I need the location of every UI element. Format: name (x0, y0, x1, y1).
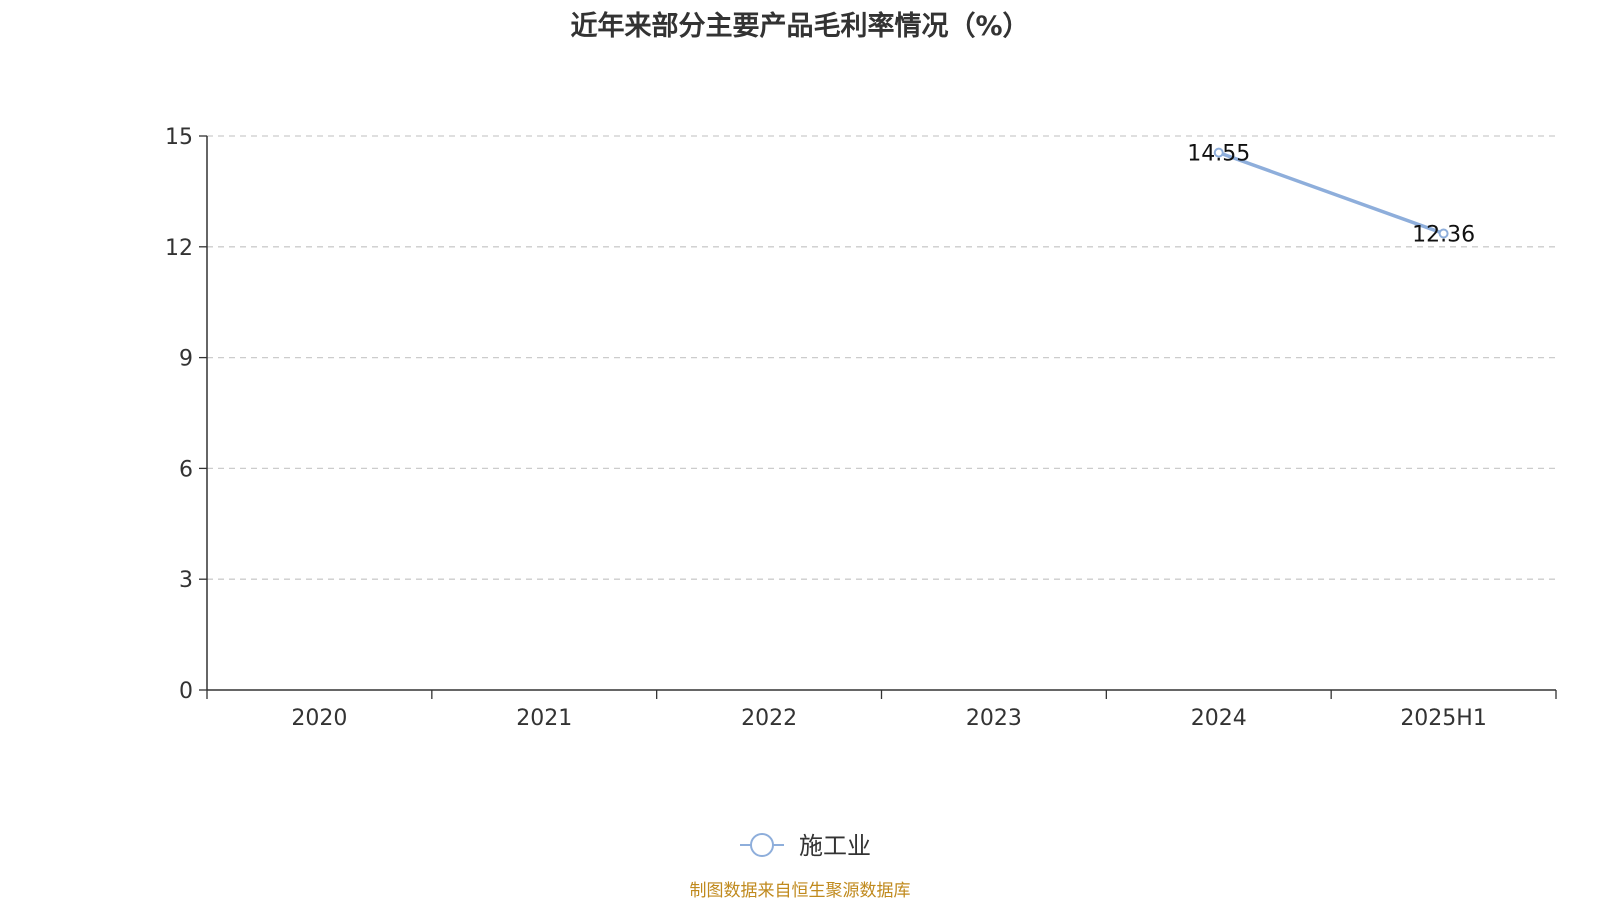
y-tick-label: 12 (165, 236, 193, 261)
x-tick-label: 2021 (516, 706, 572, 731)
y-tick-label: 9 (179, 347, 193, 372)
x-tick-label: 2022 (741, 706, 797, 731)
y-tick-label: 3 (179, 568, 193, 593)
source-note: 制图数据来自恒生聚源数据库 (689, 881, 911, 901)
x-tick-label: 2023 (966, 706, 1022, 731)
data-labels: 14.55 12.36 (1187, 142, 1475, 248)
y-tick-label: 0 (179, 679, 193, 704)
data-label: 12.36 (1412, 223, 1475, 248)
axes: 0 3 6 9 12 15 2020 2021 2022 2023 2024 2025H1 (165, 125, 1557, 731)
grid-lines (207, 135, 1556, 580)
legend: 施工业 (740, 832, 871, 860)
series-layer (1213, 147, 1449, 239)
legend-marker (750, 833, 774, 857)
legend-label: 施工业 (799, 832, 871, 860)
y-tick-label: 15 (165, 125, 193, 150)
y-tick-label: 6 (179, 457, 193, 482)
data-point (1438, 228, 1449, 239)
x-tick-label: 2025H1 (1400, 706, 1487, 731)
data-point (1213, 147, 1224, 158)
x-tick-label: 2020 (291, 706, 347, 731)
chart-title: 近年来部分主要产品毛利率情况（%） (570, 11, 1030, 42)
data-label: 14.55 (1187, 142, 1250, 167)
series-line (1217, 150, 1446, 236)
x-tick-label: 2024 (1191, 706, 1247, 731)
